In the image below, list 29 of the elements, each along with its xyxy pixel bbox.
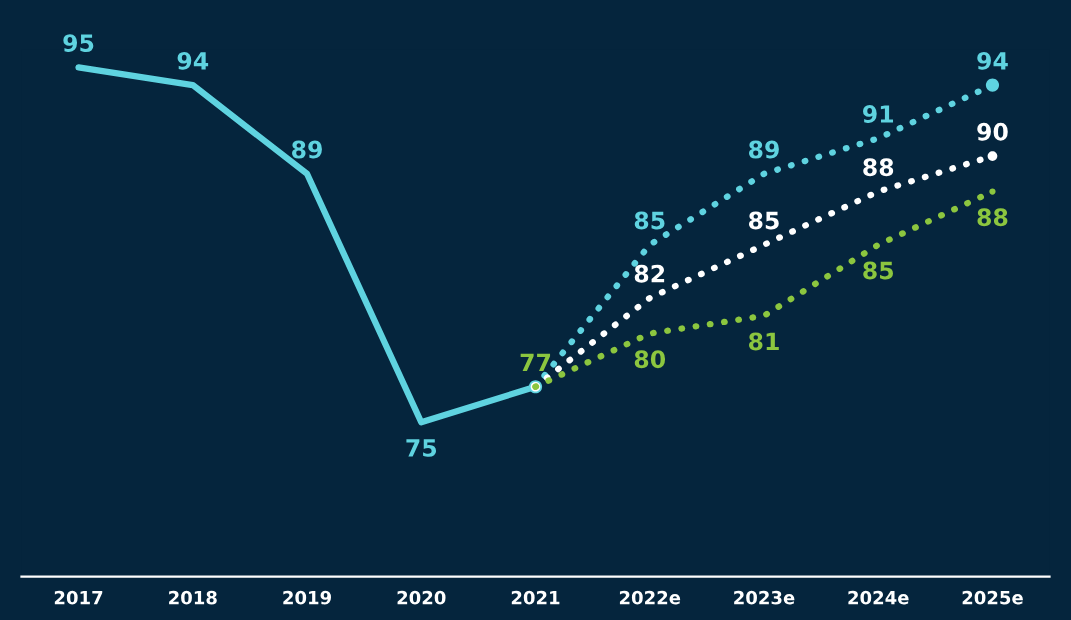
x-tick-label: 2021 <box>511 590 560 605</box>
data-label: 90 <box>977 122 1008 141</box>
point <box>987 151 998 161</box>
x-tick-label: 2022e <box>619 590 681 605</box>
point <box>985 78 1000 92</box>
x-tick-label: 2025e <box>962 590 1023 605</box>
data-label: 94 <box>977 51 1008 70</box>
data-label: 82 <box>634 264 665 283</box>
x-tick-label: 2023e <box>734 590 795 605</box>
data-label: 81 <box>748 332 779 351</box>
x-tick-label: 2017 <box>54 590 103 605</box>
x-tick-label: 2020 <box>397 590 446 605</box>
data-label: 89 <box>748 140 779 159</box>
data-label: 75 <box>406 439 437 457</box>
data-label: 85 <box>748 211 779 230</box>
x-tick-label: 2024e <box>848 590 909 605</box>
data-label: 85 <box>863 261 893 280</box>
data-label: 89 <box>292 140 322 159</box>
data-label: 95 <box>63 34 94 52</box>
data-label: 91 <box>863 105 894 123</box>
x-tick-label: 2018 <box>169 590 217 605</box>
point <box>989 188 996 195</box>
data-label: 94 <box>177 51 209 70</box>
data-label: 88 <box>863 158 894 177</box>
data-label: 85 <box>634 211 665 230</box>
data-label: 77 <box>520 353 551 372</box>
x-tick-label: 2019 <box>283 590 331 605</box>
data-label: 80 <box>634 350 666 369</box>
data-label: 88 <box>977 208 1008 227</box>
